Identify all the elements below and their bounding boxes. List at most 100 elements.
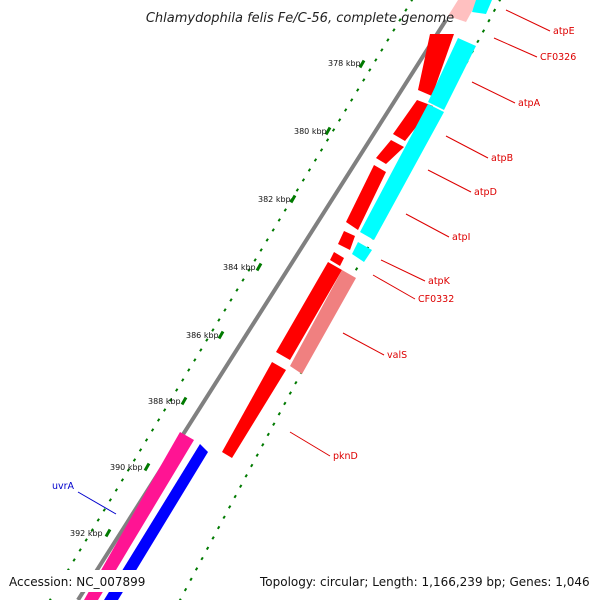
gene-label-lines xyxy=(77,9,551,515)
tick-mark xyxy=(289,194,297,204)
gene-label-vals: valS xyxy=(387,350,407,361)
genome-backbone xyxy=(76,18,448,600)
gene-arrow-atpd xyxy=(376,140,404,164)
gene-label-line xyxy=(289,431,331,457)
map-title: Chlamydophila felis Fe/C-56, complete ge… xyxy=(146,11,454,26)
gc-dot-outer xyxy=(398,18,402,22)
gc-dot-outer xyxy=(374,58,378,62)
gene-arrow-blue xyxy=(104,444,208,600)
gc-dot-outer xyxy=(277,218,281,222)
gene-arrow-atpi xyxy=(346,165,386,230)
gc-dot-inner xyxy=(261,443,265,447)
gc-dot-outer xyxy=(175,388,179,392)
gc-dot-outer xyxy=(301,178,306,182)
gc-dot-outer xyxy=(331,128,336,132)
footer-summary-bg xyxy=(258,570,594,592)
gene-label-line xyxy=(505,9,551,32)
gc-dot-outer xyxy=(337,118,342,122)
tick-mark xyxy=(324,126,332,136)
gc-dot-inner xyxy=(222,515,226,520)
gc-dot-outer xyxy=(217,318,221,322)
tick-mark xyxy=(217,330,225,340)
gc-dot-outer xyxy=(307,168,312,172)
gene-label-atpa: atpA xyxy=(518,98,541,109)
gene-arrow-atpk xyxy=(338,231,355,250)
gene-arrow-atpa xyxy=(418,34,454,96)
gc-dot-outer xyxy=(162,408,167,412)
gc-dot-outer xyxy=(150,428,155,432)
gc-dot-inner xyxy=(244,474,248,478)
gene-label-atpe: atpE xyxy=(553,26,575,37)
gene-label-atpd: atpD xyxy=(474,187,497,198)
gc-dot-outer xyxy=(235,288,239,292)
footer-accession-bg xyxy=(4,570,154,592)
gc-dot-outer xyxy=(319,148,324,152)
gc-dot-outer xyxy=(78,548,82,552)
gc-dot-outer xyxy=(48,598,52,600)
gc-dot-outer xyxy=(193,358,197,362)
gene-label-atpi: atpI xyxy=(452,232,470,243)
tick-label: 386 kbp xyxy=(186,331,219,340)
tick-mark xyxy=(255,262,263,272)
gene-label-line xyxy=(372,274,416,300)
tick-label: 390 kbp xyxy=(110,463,143,472)
forward-strand-genes xyxy=(222,0,474,458)
gc-dot-outer xyxy=(368,68,372,72)
gc-dot-inner xyxy=(178,598,182,600)
gc-dot-outer xyxy=(96,518,100,522)
gc-dot-outer xyxy=(265,238,269,242)
gc-dot-inner xyxy=(211,536,215,540)
gene-block-atpe xyxy=(448,0,478,22)
gc-dot-outer xyxy=(392,28,396,32)
gc-dot-outer xyxy=(271,228,275,232)
gc-dot-inner xyxy=(487,18,491,23)
gc-dot-inner xyxy=(266,432,270,437)
gene-label-atpb: atpB xyxy=(491,153,513,164)
gene-arrow-reverse-3 xyxy=(360,104,444,240)
gc-dot-outer xyxy=(120,478,125,482)
gene-label-cf0326: CF0326 xyxy=(540,52,576,63)
tick-label: 378 kbp xyxy=(328,59,361,68)
gc-dot-inner xyxy=(194,567,199,571)
gene-label-line xyxy=(405,213,450,238)
gc-dot-inner xyxy=(200,556,204,561)
gene-arrow-reverse-4 xyxy=(352,242,372,262)
gc-dot-outer xyxy=(410,0,414,2)
gene-label-line xyxy=(427,169,472,193)
gc-dot-outer xyxy=(404,8,408,12)
gc-dot-outer xyxy=(386,38,390,42)
gc-dot-outer xyxy=(313,158,318,162)
gc-dot-inner xyxy=(294,380,298,385)
gc-dot-outer xyxy=(205,338,209,342)
gc-dot-outer xyxy=(169,398,173,402)
gc-dot-outer xyxy=(126,468,131,472)
gene-label-line xyxy=(471,81,516,104)
gc-dot-outer xyxy=(259,248,263,252)
gc-dot-inner xyxy=(476,39,480,44)
gene-label-line xyxy=(493,37,538,58)
gc-dot-inner xyxy=(283,401,287,406)
tick-mark xyxy=(358,59,366,69)
gene-label-line xyxy=(380,259,426,282)
tick-mark xyxy=(180,396,188,406)
tick-label: 380 kbp xyxy=(294,127,327,136)
gc-dot-inner xyxy=(228,505,232,509)
gc-dot-inner xyxy=(189,577,193,582)
gc-dot-inner xyxy=(239,484,243,489)
tick-label: 384 kbp xyxy=(223,263,256,272)
tick-mark xyxy=(104,528,112,538)
accession-text: Accession: NC_007899 xyxy=(9,575,145,589)
gc-dot-outer xyxy=(253,258,257,262)
gene-block-vals-pale xyxy=(290,270,356,374)
gc-dot-outer xyxy=(283,208,287,212)
gc-dot-outer xyxy=(350,98,354,102)
gene-label-pknd: pknD xyxy=(333,451,358,462)
gene-arrow-cf0332 xyxy=(330,252,344,266)
gc-dot-outer xyxy=(199,348,203,352)
gc-dot-inner xyxy=(354,267,359,271)
gc-dot-inner xyxy=(481,29,486,33)
topology-summary-text: Topology: circular; Length: 1,166,239 bp… xyxy=(259,575,590,589)
tick-label: 392 kbp xyxy=(70,529,103,538)
gc-dot-inner xyxy=(216,525,221,530)
gc-dot-inner xyxy=(498,0,502,2)
